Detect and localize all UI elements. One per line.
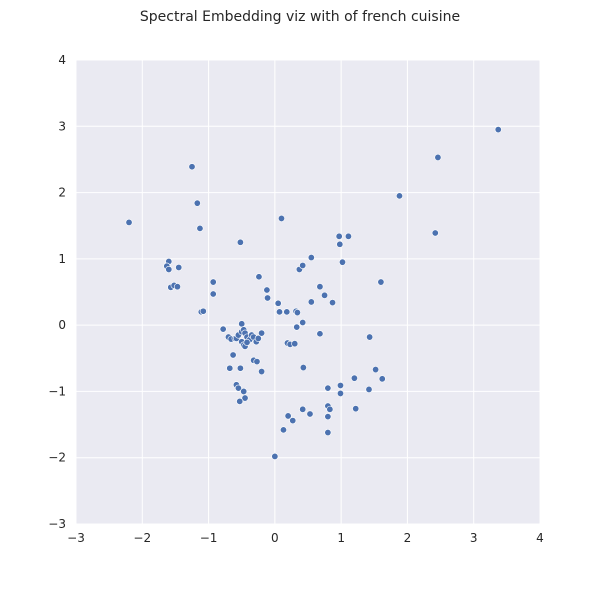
data-point xyxy=(338,258,346,266)
data-point xyxy=(307,254,315,262)
data-point xyxy=(316,283,324,291)
data-point xyxy=(209,278,217,286)
data-point xyxy=(234,384,242,392)
data-point xyxy=(335,232,343,240)
data-point xyxy=(283,308,291,316)
x-tick-label: 0 xyxy=(271,531,279,545)
data-point xyxy=(291,340,299,348)
data-point xyxy=(277,214,285,222)
data-point xyxy=(264,294,272,302)
data-point xyxy=(324,413,332,421)
data-point xyxy=(258,329,266,337)
data-point xyxy=(209,290,217,298)
y-tick-label: 4 xyxy=(58,53,66,67)
y-tick-label: 2 xyxy=(58,186,66,200)
y-tick-label: −2 xyxy=(48,451,66,465)
data-point xyxy=(378,375,386,383)
data-point xyxy=(241,394,249,402)
data-point xyxy=(226,364,234,372)
data-point xyxy=(307,298,315,306)
x-tick-label: −2 xyxy=(133,531,151,545)
data-point xyxy=(289,417,297,425)
data-point xyxy=(306,410,314,418)
data-point xyxy=(434,153,442,161)
data-point xyxy=(255,273,263,281)
data-point xyxy=(324,429,332,437)
data-point xyxy=(229,351,237,359)
y-tick-label: 3 xyxy=(58,119,66,133)
data-point xyxy=(366,333,374,341)
data-point xyxy=(275,308,283,316)
data-point xyxy=(236,397,244,405)
data-point xyxy=(193,199,201,207)
data-point xyxy=(324,384,332,392)
data-point xyxy=(173,283,181,291)
data-point xyxy=(125,218,133,226)
data-point xyxy=(165,265,173,273)
x-tick-label: 2 xyxy=(404,531,412,545)
data-point xyxy=(321,291,329,299)
data-point xyxy=(238,320,246,328)
y-axis-ticks: −3 −2 −1 0 1 2 3 4 xyxy=(48,53,66,531)
data-point xyxy=(326,405,334,413)
y-tick-label: −3 xyxy=(48,517,66,531)
data-point xyxy=(274,299,282,307)
data-point xyxy=(175,263,183,271)
data-point xyxy=(293,309,301,317)
y-tick-label: 0 xyxy=(58,318,66,332)
x-tick-label: 4 xyxy=(536,531,544,545)
data-point xyxy=(293,323,301,331)
data-point xyxy=(372,366,380,374)
data-point xyxy=(365,385,373,393)
y-tick-label: −1 xyxy=(48,384,66,398)
x-tick-label: −1 xyxy=(200,531,218,545)
data-point xyxy=(316,330,324,338)
data-point xyxy=(352,405,360,413)
data-point xyxy=(236,238,244,246)
data-point xyxy=(336,240,344,248)
data-point xyxy=(344,232,352,240)
y-tick-label: 1 xyxy=(58,252,66,266)
data-point xyxy=(336,389,344,397)
data-point xyxy=(299,364,307,372)
data-point xyxy=(350,374,358,382)
x-tick-label: 3 xyxy=(470,531,478,545)
grid-lines xyxy=(75,59,541,525)
data-point xyxy=(284,412,292,420)
x-tick-label: 1 xyxy=(337,531,345,545)
data-point xyxy=(395,192,403,200)
data-point xyxy=(431,229,439,237)
x-tick-label: −3 xyxy=(67,531,85,545)
data-point xyxy=(196,224,204,232)
data-point xyxy=(279,426,287,434)
data-points xyxy=(125,126,502,460)
data-point xyxy=(254,334,262,342)
data-point xyxy=(240,387,248,395)
data-point xyxy=(329,299,337,307)
data-point xyxy=(188,163,196,171)
data-point xyxy=(299,318,307,326)
data-point xyxy=(258,368,266,376)
data-point xyxy=(243,338,251,346)
data-point xyxy=(236,364,244,372)
data-point xyxy=(299,405,307,413)
plot-area xyxy=(76,60,540,524)
data-point xyxy=(253,358,261,366)
data-point xyxy=(299,261,307,269)
x-axis-ticks: −3 −2 −1 0 1 2 3 4 xyxy=(67,531,544,545)
chart-title: Spectral Embedding viz with of french cu… xyxy=(139,9,461,25)
data-point xyxy=(271,452,279,460)
data-point xyxy=(199,307,207,315)
data-point xyxy=(377,278,385,286)
data-point xyxy=(219,325,227,333)
data-point xyxy=(263,286,271,294)
data-point xyxy=(336,381,344,389)
data-point xyxy=(494,126,502,134)
